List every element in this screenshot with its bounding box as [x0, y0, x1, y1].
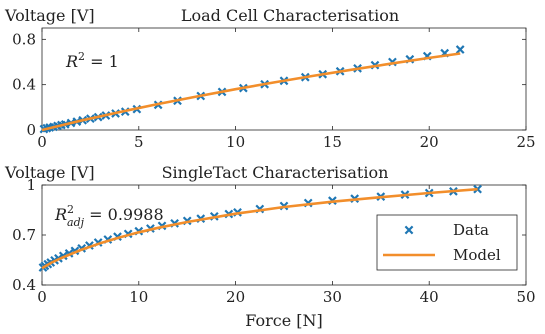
x-tick-label: 30	[323, 288, 342, 306]
y-tick-label: 0.8	[12, 30, 36, 48]
data-point	[473, 184, 482, 194]
x-tick-label: 10	[129, 288, 148, 306]
x-tick-label: 40	[420, 288, 439, 306]
y-tick-label: 0.4	[12, 276, 36, 294]
x-tick-label: 20	[226, 288, 245, 306]
r-squared-annotation: R2 = 1	[65, 50, 119, 71]
r-squared-annotation: R2 adj = 0.9988	[54, 203, 164, 229]
x-tick-label: 10	[226, 133, 245, 151]
panel-2: 0 10 20 30 40 50 0.4 0.7 1 SingleTact Characteris…	[4, 163, 536, 330]
legend-swatch-data	[404, 225, 414, 235]
y-tick-label: 1	[26, 176, 36, 194]
x-axis-label: Force [N]	[245, 311, 323, 329]
x-tick-label: 20	[420, 133, 439, 151]
data-point	[455, 45, 465, 54]
x-tick-label: 50	[516, 288, 535, 306]
y-tick-label: 0	[26, 121, 36, 139]
y-tick-label: 0.7	[12, 226, 36, 244]
axes-box	[41, 27, 527, 131]
series-line-model	[41, 187, 478, 270]
chart-title: SingleTact Characterisation	[162, 163, 389, 182]
legend: Data Model	[376, 214, 518, 271]
y-tick-label: 0.4	[12, 76, 36, 94]
x-tick-label: 0	[37, 288, 47, 306]
x-tick-label: 25	[516, 133, 535, 151]
chart-title: Load Cell Characterisation	[181, 6, 399, 25]
y-axis-label: Voltage [V]	[4, 6, 95, 25]
series-line-model	[41, 52, 461, 132]
legend-label: Data	[453, 221, 489, 239]
panel-1: 0 5 10 15 20 25 0 0.4 0.8 Load Cell Characterisat…	[4, 6, 536, 151]
x-tick-label: 5	[134, 133, 144, 151]
x-tick-label: 0	[37, 133, 47, 151]
legend-label: Model	[453, 246, 501, 264]
legend-box	[376, 214, 518, 271]
x-tick-label: 15	[323, 133, 342, 151]
y-axis-label: Voltage [V]	[4, 163, 95, 182]
